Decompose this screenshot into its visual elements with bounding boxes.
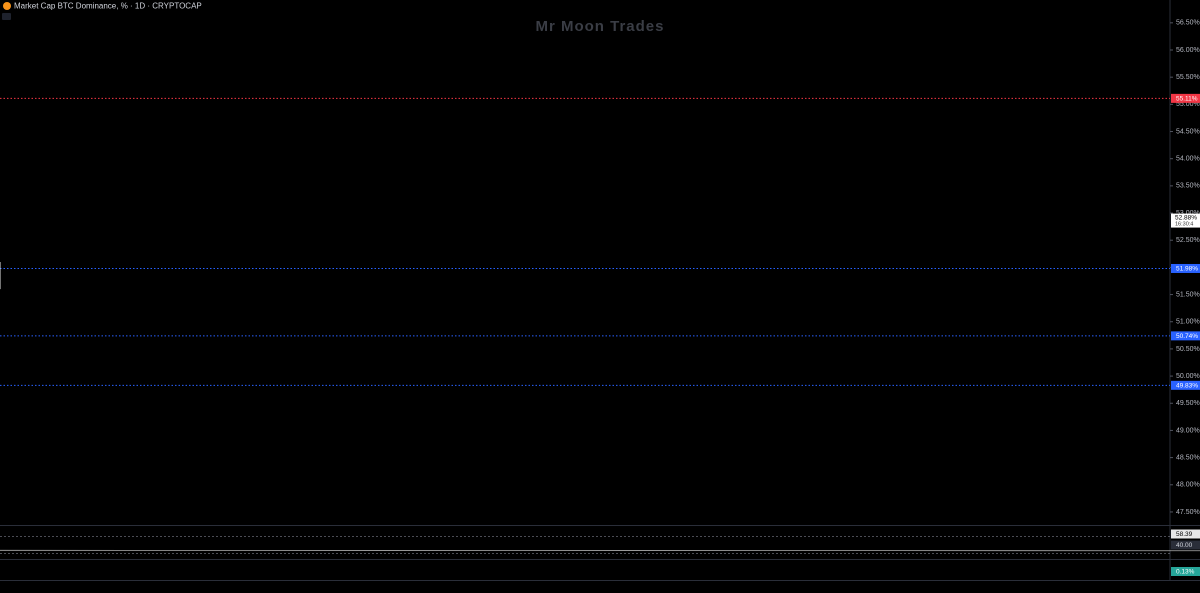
y-tick-label: 53.00% [1176,210,1200,217]
y-tick-label: 50.50% [1176,346,1200,353]
level-badge [1171,93,1200,103]
y-tick-label: 48.00% [1176,482,1200,489]
y-tick-label: 52.50% [1176,237,1200,244]
watermark: Mr Moon Trades [535,18,664,35]
y-tick-label: 56.00% [1176,47,1200,54]
level-label: 51.98% [1176,266,1198,273]
y-tick-label: 55.00% [1176,101,1200,108]
y-tick-label: 49.50% [1176,400,1200,407]
level-badge [1171,331,1200,341]
y-tick-label: 53.50% [1176,183,1200,190]
level-label: 50.74% [1176,333,1198,340]
level-label: 49.83% [1176,383,1198,390]
y-tick-label: 51.50% [1176,291,1200,298]
countdown: 16:30:4 [1175,222,1193,228]
coin-icon [3,2,11,10]
y-tick-label: 56.50% [1176,20,1200,27]
level-badge [1171,380,1200,390]
y-tick-label: 54.50% [1176,128,1200,135]
y-tick-label: 54.00% [1176,156,1200,163]
y-tick-label: 47.50% [1176,509,1200,516]
macd-badge [1171,567,1200,576]
rsi-badge [1171,529,1200,539]
y-tick-label: 50.00% [1176,373,1200,380]
y-tick-label: 49.00% [1176,427,1200,434]
y-tick-label: 51.00% [1176,319,1200,326]
y-tick-label: 48.50% [1176,454,1200,461]
current-label: 52.88% [1175,214,1197,221]
current-badge [1171,213,1200,228]
rsi-badge-label: 58.39 [1176,531,1193,538]
rsi-badge-label: 40.00 [1176,542,1193,549]
level-badge [1171,263,1200,273]
chart-title: Market Cap BTC Dominance, % · 1D · CRYPT… [14,2,202,11]
rsi-badge [1171,540,1200,550]
macd-badge-label: 0.13% [1176,569,1195,576]
collapse-button[interactable] [2,13,11,20]
y-tick-label: 55.50% [1176,74,1200,81]
level-label: 55.11% [1176,96,1198,103]
